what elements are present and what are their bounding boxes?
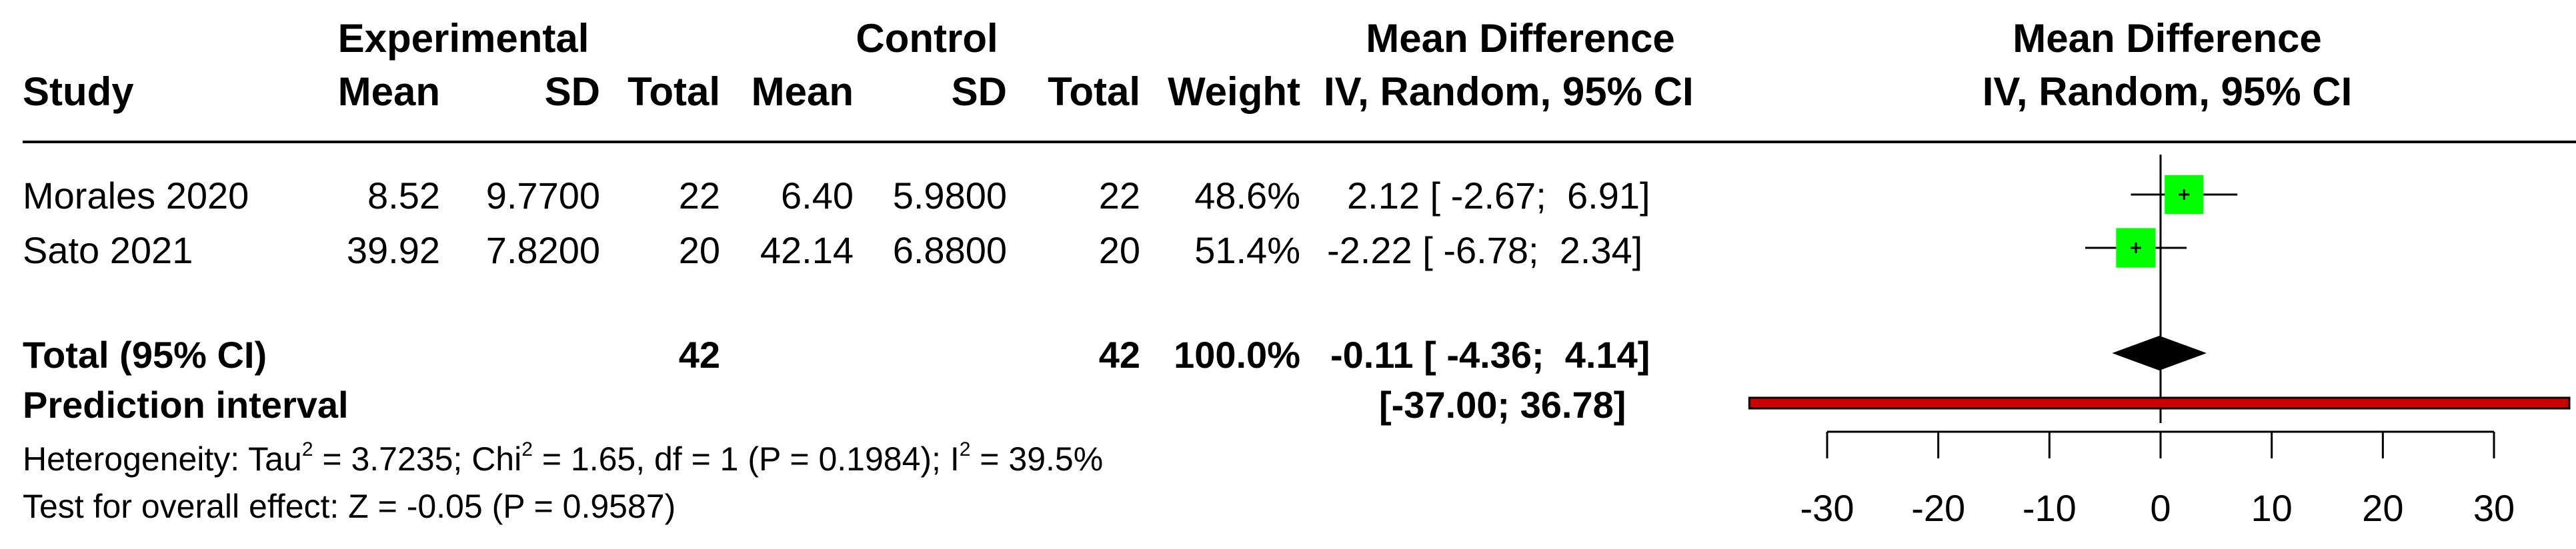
exp-total: 20 xyxy=(678,229,720,271)
exp-sd: 9.7700 xyxy=(485,175,600,217)
x-tick-label: 0 xyxy=(2150,487,2171,529)
total-label: Total (95% CI) xyxy=(23,334,267,376)
md-ci: 2.12 [ -2.67; 6.91] xyxy=(1347,175,1650,217)
exp-mean: 39.92 xyxy=(346,229,440,271)
exp-mean-header: Mean xyxy=(337,69,440,114)
x-tick-label: 10 xyxy=(2251,487,2293,529)
x-tick-label: -30 xyxy=(1800,487,1854,529)
total-exp-total: 42 xyxy=(678,334,720,376)
ctl-sd-header: SD xyxy=(951,69,1007,114)
heterogeneity-text: Heterogeneity: Tau2 = 3.7235; Chi2 = 1.6… xyxy=(23,438,1104,478)
total-md-ci: -0.11 [ -4.36; 4.14] xyxy=(1330,334,1650,376)
exp-sd: 7.8200 xyxy=(485,229,600,271)
x-tick-label: 30 xyxy=(2473,487,2515,529)
plot-title: Mean Difference xyxy=(2013,16,2322,61)
ctl-sd: 5.9800 xyxy=(892,175,1007,217)
study-header: Study xyxy=(23,69,134,114)
x-tick-label: 20 xyxy=(2362,487,2403,529)
md-ci: -2.22 [ -6.78; 2.34] xyxy=(1327,229,1643,271)
exp-total: 22 xyxy=(678,175,720,217)
exp-total-header: Total xyxy=(627,69,720,114)
weight: 48.6% xyxy=(1194,175,1300,217)
prediction-label: Prediction interval xyxy=(23,384,349,426)
experimental-group-header: Experimental xyxy=(337,16,589,61)
ctl-total: 22 xyxy=(1098,175,1140,217)
plot-subtitle: IV, Random, 95% CI xyxy=(1982,69,2353,114)
weight: 51.4% xyxy=(1194,229,1300,271)
md-group-header: Mean Difference xyxy=(1366,16,1675,61)
overall-effect-text: Test for overall effect: Z = -0.05 (P = … xyxy=(23,488,676,525)
ctl-sd: 6.8800 xyxy=(892,229,1007,271)
prediction-ci: [-37.00; 36.78] xyxy=(1379,384,1626,426)
pooled-diamond xyxy=(2112,336,2207,370)
study-name: Sato 2021 xyxy=(23,229,193,271)
ctl-total-header: Total xyxy=(1048,69,1140,114)
exp-mean: 8.52 xyxy=(367,175,440,217)
ctl-mean-header: Mean xyxy=(751,69,854,114)
total-weight: 100.0% xyxy=(1174,334,1300,376)
ctl-mean: 42.14 xyxy=(760,229,854,271)
ctl-mean: 6.40 xyxy=(781,175,854,217)
prediction-interval-bar xyxy=(1748,396,2571,410)
total-ctl-total: 42 xyxy=(1098,334,1140,376)
weight-header: Weight xyxy=(1168,69,1300,114)
x-tick-label: -20 xyxy=(1911,487,1965,529)
study-name: Morales 2020 xyxy=(23,175,249,217)
x-tick-label: -10 xyxy=(2023,487,2077,529)
md-ci-header: IV, Random, 95% CI xyxy=(1324,69,1694,114)
ctl-total: 20 xyxy=(1098,229,1140,271)
exp-sd-header: SD xyxy=(544,69,600,114)
control-group-header: Control xyxy=(856,16,998,61)
